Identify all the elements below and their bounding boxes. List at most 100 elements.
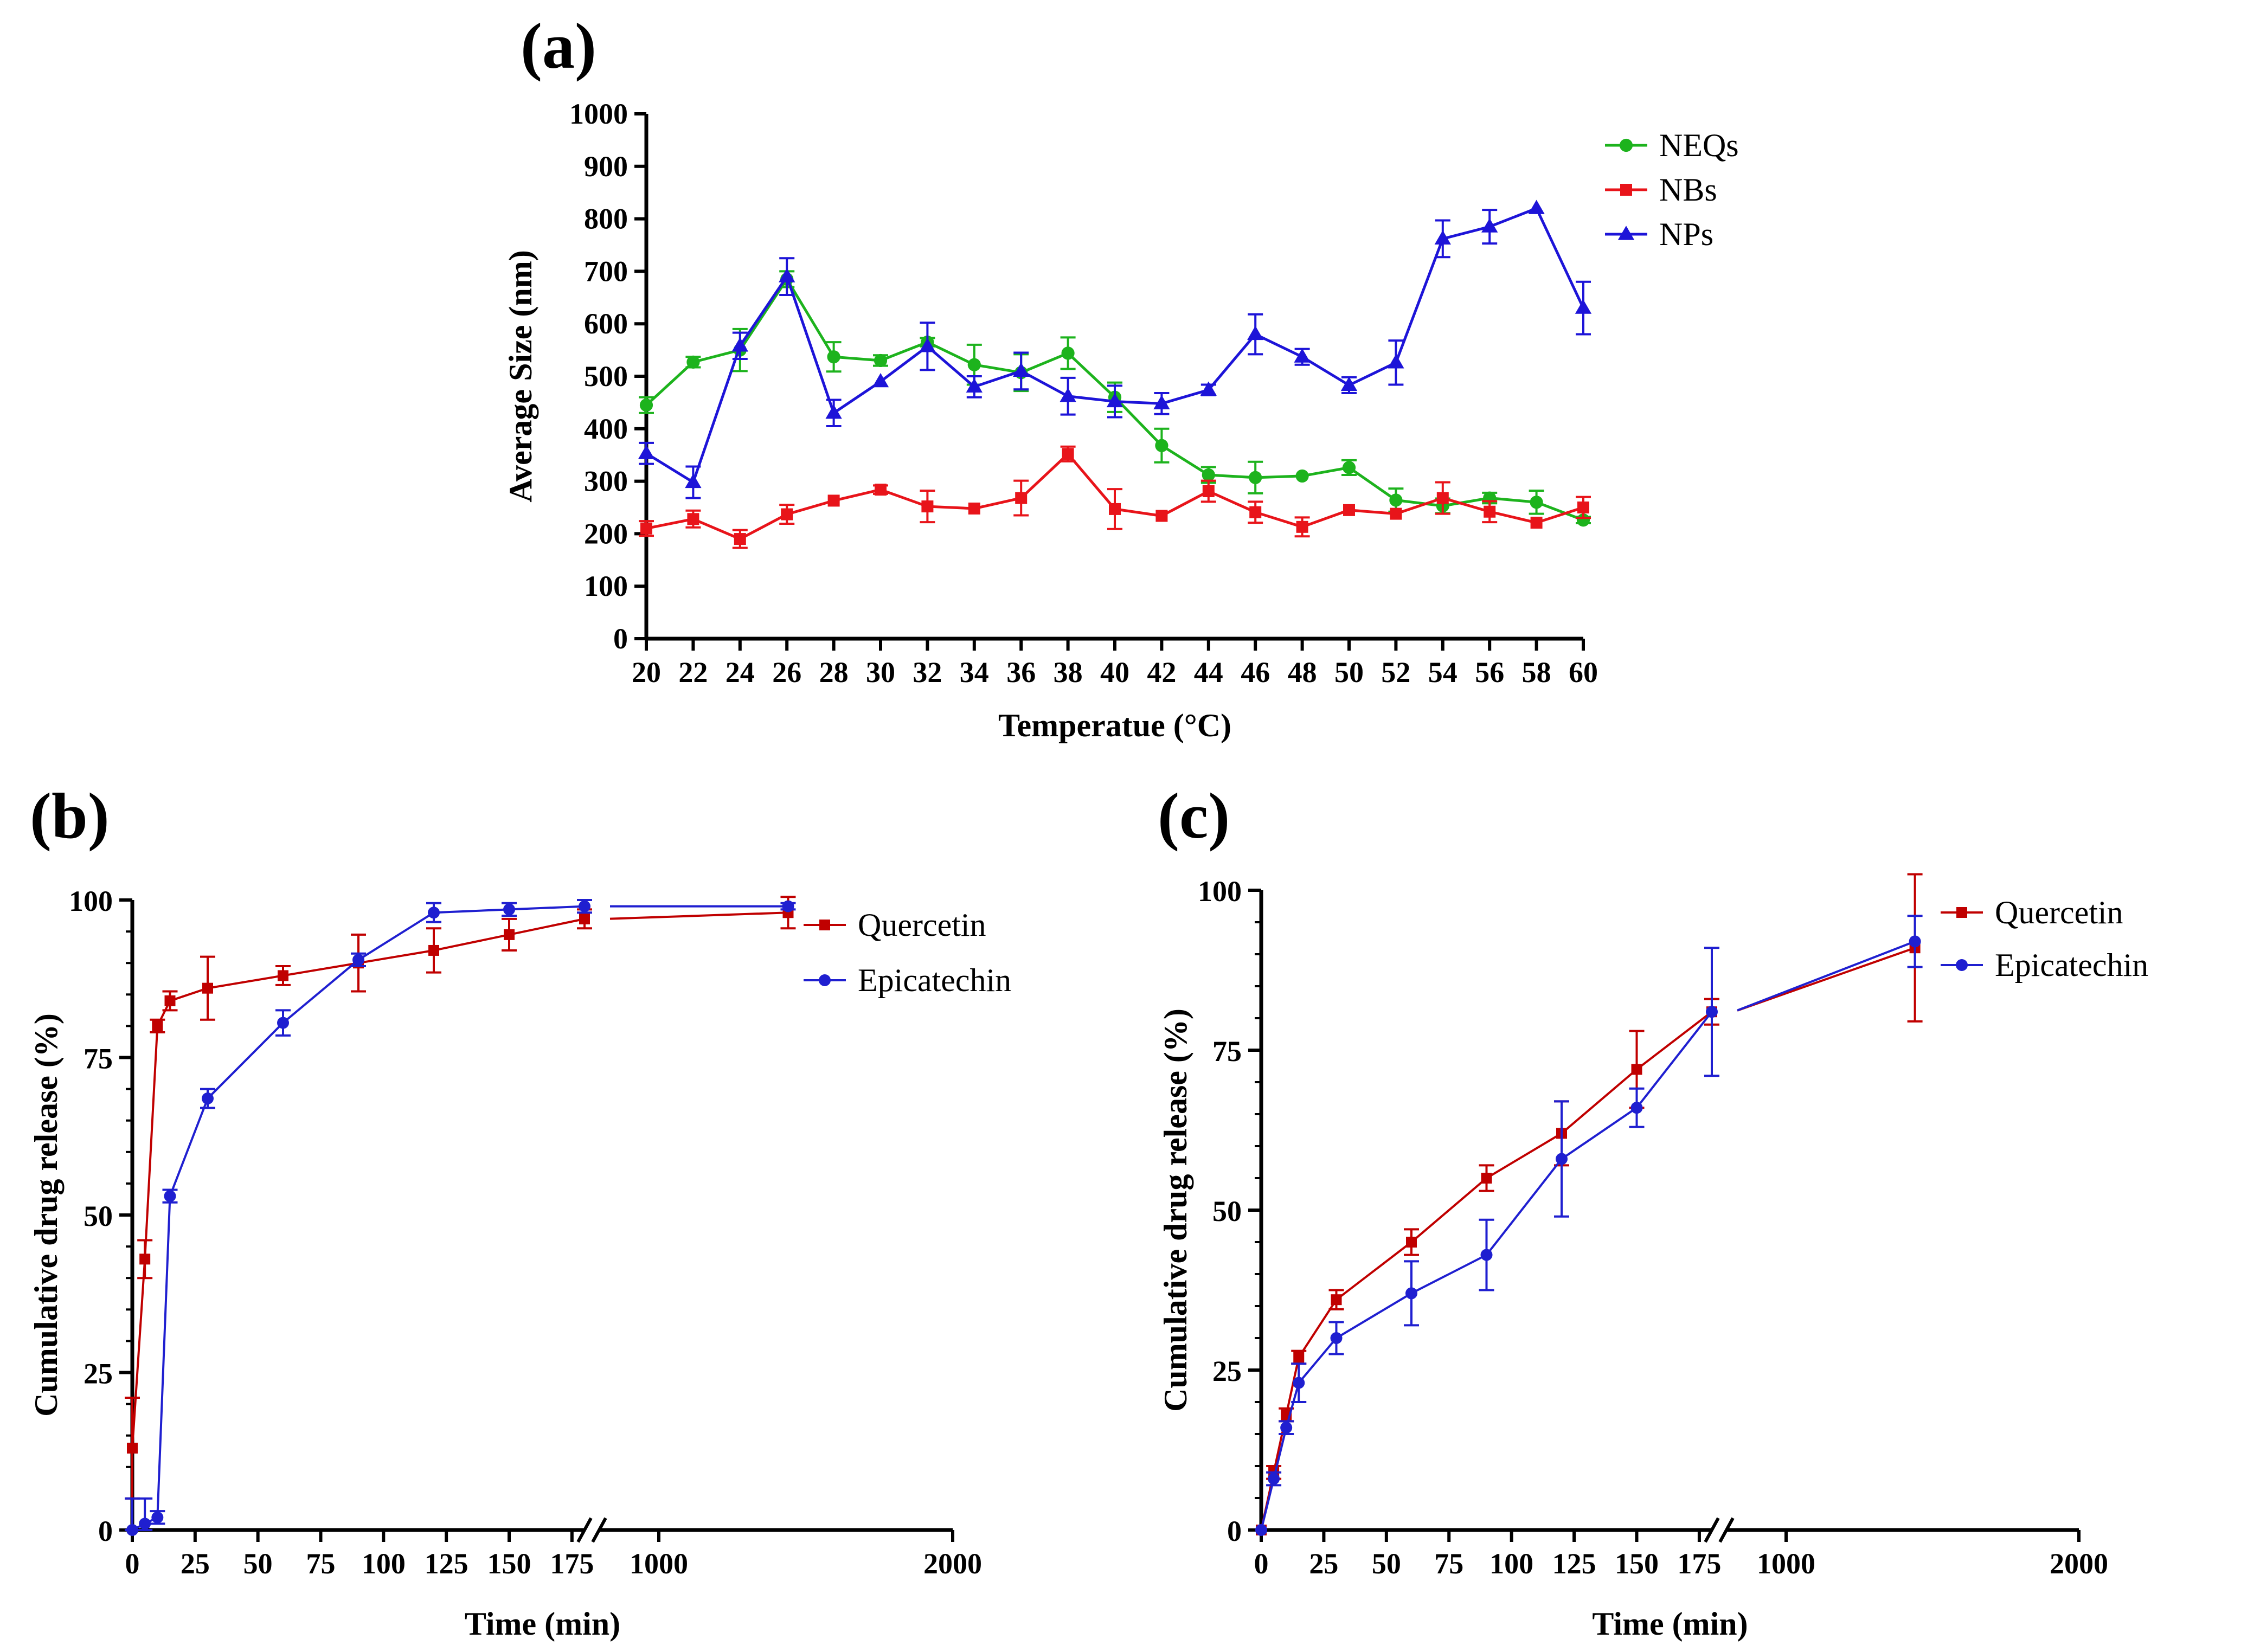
x-tick-label: 38 [1054,656,1083,689]
data-point [1577,502,1589,513]
data-point [1062,448,1074,460]
data-point [139,1518,151,1530]
legend-marker [819,974,831,986]
data-point [875,484,887,496]
data-point [428,907,440,919]
panel-label: (c) [1158,780,1230,852]
data-point [921,500,934,513]
data-point [1255,1524,1267,1536]
data-point [1909,935,1921,948]
y-tick-label: 200 [584,517,628,550]
data-point [1155,439,1168,452]
data-point [352,954,364,966]
y-tick-label: 400 [584,413,628,445]
x-tick-label: 50 [243,1547,273,1580]
x-tick-label: 34 [960,656,989,689]
data-point [686,355,700,369]
legend-label: Epicatechin [1995,947,2148,983]
x-tick-label: 0 [1254,1547,1269,1580]
x-tick-label: 75 [1434,1547,1463,1580]
series-Epicatechin [1255,915,1923,1536]
y-tick-label: 25 [84,1358,113,1390]
data-point [1247,325,1264,340]
data-point [640,522,652,535]
y-tick-label: 800 [584,203,628,235]
series-line [1260,1011,1713,1531]
data-point [1556,1153,1568,1165]
data-point [1268,1473,1280,1485]
y-tick-label: 0 [613,622,628,655]
data-point [827,350,840,364]
data-point [1530,517,1543,529]
x-tick-label: 56 [1475,656,1504,689]
x-tick-label: 52 [1381,656,1410,689]
data-point [1434,230,1451,245]
legend-marker [1620,184,1632,196]
series-NPs [638,200,1592,499]
x-axis-title: Temperatue (°C) [998,708,1231,743]
data-point [1153,395,1170,409]
series-line [1260,1011,1713,1531]
y-tick-label: 0 [1227,1515,1242,1547]
x-tick-label: 46 [1241,656,1270,689]
x-tick-label: 54 [1428,656,1458,689]
legend-label: Epicatechin [858,962,1011,998]
x-tick-label: 75 [306,1547,336,1580]
data-point [1013,362,1030,377]
y-tick-label: 25 [1212,1355,1242,1387]
data-point [152,1020,163,1032]
data-point [1200,381,1217,396]
data-point [1405,1287,1417,1300]
x-tick-label: 50 [1372,1547,1401,1580]
y-tick-label: 100 [1198,875,1242,908]
y-tick-label: 0 [98,1515,113,1547]
y-tick-label: 600 [584,307,628,340]
series-line [132,905,585,1531]
y-tick-label: 50 [1212,1195,1242,1227]
data-point [685,473,702,488]
x-tick-label: 150 [1615,1547,1659,1580]
series-line [131,917,585,1449]
data-point [1530,496,1543,509]
data-point [1480,1249,1493,1261]
axis-break-mark [576,1517,593,1543]
x-tick-label: 25 [1309,1547,1338,1580]
axis-break-mark [591,1517,607,1543]
series-line-after-break [1737,947,1916,1012]
legend-marker [1956,959,1968,971]
y-tick-label: 900 [584,150,628,183]
x-tick-label: 36 [1006,656,1036,689]
data-point [278,970,288,981]
data-point [1280,1422,1293,1434]
y-tick-label: 75 [84,1043,113,1075]
data-point [1249,506,1262,518]
data-point [1406,1237,1417,1248]
data-point [1109,503,1121,515]
legend-label: NEQs [1659,127,1739,163]
x-axis-title: Time (min) [465,1606,620,1642]
data-point [779,268,795,282]
x-tick-label: 175 [550,1547,594,1580]
data-point [1343,504,1355,516]
data-point [164,995,176,1006]
data-point [202,982,213,994]
legend-marker [1619,138,1633,152]
x-tick-label: 32 [913,656,942,689]
data-point [164,1190,176,1203]
data-point [1155,510,1168,522]
data-point [1389,493,1403,507]
data-point [1015,492,1028,504]
data-point [874,353,888,368]
data-point [127,1442,138,1454]
x-tick-label: 50 [1334,656,1364,689]
data-point [1249,471,1262,484]
data-point [1296,520,1308,533]
data-point [1342,461,1356,474]
data-point [202,1092,214,1105]
axis-break-mark [1718,1517,1735,1543]
legend-marker [1617,226,1635,240]
panel-label-a: (a) [521,10,596,82]
series-line-after-break [609,911,788,920]
